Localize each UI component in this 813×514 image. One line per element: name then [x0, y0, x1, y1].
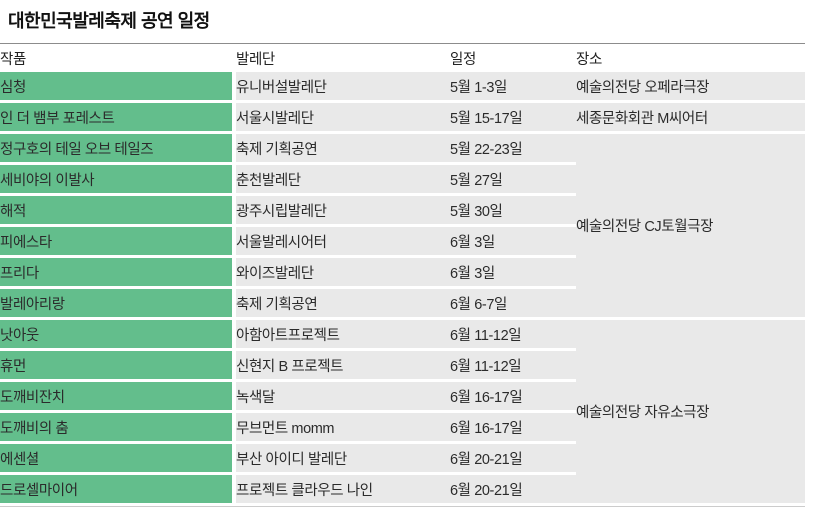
work-cell: 낫아웃	[0, 320, 236, 351]
date-cell: 6월 16-17일	[450, 413, 576, 444]
table-row: 도깨비잔치 녹색달 6월 16-17일	[0, 382, 805, 413]
company-cell: 무브먼트 momm	[236, 413, 450, 444]
work-cell: 드로셀마이어	[0, 475, 236, 506]
header-row: 작품 발레단 일정 장소	[0, 44, 805, 72]
date-cell: 6월 11-12일	[450, 320, 576, 351]
company-cell: 광주시립발레단	[236, 196, 450, 227]
date-cell: 6월 3일	[450, 227, 576, 258]
bottom-divider	[0, 506, 805, 507]
table-row: 낫아웃 아함아트프로젝트 6월 11-12일 예술의전당 자유소극장	[0, 320, 805, 506]
work-cell: 도깨비잔치	[0, 382, 236, 413]
table-header: 작품 발레단 일정 장소	[0, 44, 805, 72]
company-cell: 와이즈발레단	[236, 258, 450, 289]
table-row: 세비야의 이발사 춘천발레단 5월 27일	[0, 165, 805, 196]
date-cell: 5월 1-3일	[450, 72, 576, 103]
table-row: 드로셀마이어 프로젝트 클라우드 나인 6월 20-21일	[0, 475, 805, 506]
company-cell: 아함아트프로젝트	[236, 320, 450, 351]
date-cell: 6월 20-21일	[450, 475, 576, 506]
table-row: 정구호의 테일 오브 테일즈 축제 기획공연 5월 22-23일 예술의전당 C…	[0, 134, 805, 320]
work-cell: 해적	[0, 196, 236, 227]
table-row: 인 더 뱀부 포레스트 서울시발레단 5월 15-17일 세종문화회관 M씨어터	[0, 103, 805, 134]
venue-cell-merged: 예술의전당 CJ토월극장	[576, 134, 805, 320]
title-divider	[0, 43, 805, 44]
company-cell: 유니버설발레단	[236, 72, 450, 103]
company-cell: 축제 기획공연	[236, 289, 450, 320]
work-cell: 세비야의 이발사	[0, 165, 236, 196]
work-cell: 인 더 뱀부 포레스트	[0, 103, 236, 134]
work-cell: 정구호의 테일 오브 테일즈	[0, 134, 236, 165]
work-cell: 휴먼	[0, 351, 236, 382]
header-work: 작품	[0, 51, 26, 68]
date-cell: 6월 20-21일	[450, 444, 576, 475]
company-cell: 축제 기획공연	[236, 134, 450, 165]
work-cell: 피에스타	[0, 227, 236, 258]
table-row: 피에스타 서울발레시어터 6월 3일	[0, 227, 805, 258]
company-cell: 서울시발레단	[236, 103, 450, 134]
date-cell: 6월 3일	[450, 258, 576, 289]
date-cell: 6월 11-12일	[450, 351, 576, 382]
table-row: 발레아리랑 축제 기획공연 6월 6-7일	[0, 289, 805, 320]
schedule-table: 작품 발레단 일정 장소 심청 유니버설발레단 5월 1-3일 예술의전당 오페…	[0, 44, 805, 506]
header-company: 발레단	[236, 51, 275, 68]
work-cell: 에센셜	[0, 444, 236, 475]
venue-cell: 세종문화회관 M씨어터	[576, 103, 805, 134]
venue-cell-merged: 예술의전당 자유소극장	[576, 320, 805, 506]
company-cell: 녹색달	[236, 382, 450, 413]
table-row: 휴먼 신현지 B 프로젝트 6월 11-12일	[0, 351, 805, 382]
table-row: 도깨비의 춤 무브먼트 momm 6월 16-17일	[0, 413, 805, 444]
header-date: 일정	[450, 51, 476, 68]
date-cell: 5월 15-17일	[450, 103, 576, 134]
page-title: 대한민국발레축제 공연 일정	[8, 11, 210, 31]
header-venue: 장소	[576, 51, 602, 68]
date-cell: 6월 6-7일	[450, 289, 576, 320]
date-cell: 5월 22-23일	[450, 134, 576, 165]
company-cell: 부산 아이디 발레단	[236, 444, 450, 475]
work-cell: 도깨비의 춤	[0, 413, 236, 444]
work-cell: 심청	[0, 72, 236, 103]
table-row: 에센셜 부산 아이디 발레단 6월 20-21일	[0, 444, 805, 475]
date-cell: 6월 16-17일	[450, 382, 576, 413]
table-row: 프리다 와이즈발레단 6월 3일	[0, 258, 805, 289]
work-cell: 발레아리랑	[0, 289, 236, 320]
company-cell: 춘천발레단	[236, 165, 450, 196]
company-cell: 서울발레시어터	[236, 227, 450, 258]
company-cell: 신현지 B 프로젝트	[236, 351, 450, 382]
date-cell: 5월 30일	[450, 196, 576, 227]
work-cell: 프리다	[0, 258, 236, 289]
date-cell: 5월 27일	[450, 165, 576, 196]
table-row: 해적 광주시립발레단 5월 30일	[0, 196, 805, 227]
venue-cell: 예술의전당 오페라극장	[576, 72, 805, 103]
table-row: 심청 유니버설발레단 5월 1-3일 예술의전당 오페라극장	[0, 72, 805, 103]
company-cell: 프로젝트 클라우드 나인	[236, 475, 450, 506]
